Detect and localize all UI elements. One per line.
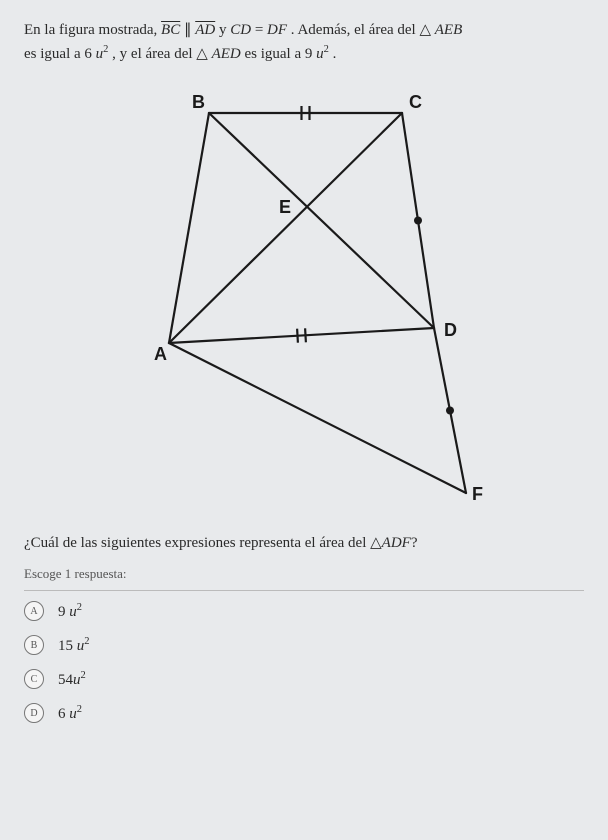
- divider: [24, 590, 584, 591]
- svg-text:D: D: [444, 320, 457, 340]
- unit-u: u: [316, 46, 324, 62]
- option-value: 9 u2: [58, 602, 82, 621]
- text: ?: [411, 535, 418, 551]
- option-value: 6 u2: [58, 704, 82, 723]
- text: es igual a: [244, 46, 304, 62]
- svg-text:F: F: [472, 484, 483, 504]
- geometry-figure: A B C D E F: [24, 78, 584, 513]
- problem-statement: En la figura mostrada, BC ∥ AD y CD = DF…: [24, 18, 584, 66]
- text: .: [333, 46, 337, 62]
- segment-ad: AD: [195, 22, 215, 38]
- text: , y el área del △: [112, 46, 208, 62]
- question-text: ¿Cuál de las siguientes expresiones repr…: [24, 533, 584, 552]
- segment-bc: BC: [161, 22, 180, 38]
- svg-text:E: E: [279, 197, 291, 217]
- exponent: 2: [324, 44, 329, 55]
- parallel-symbol: ∥: [184, 22, 195, 38]
- svg-text:C: C: [409, 92, 422, 112]
- option-d[interactable]: D 6 u2: [24, 703, 584, 723]
- option-value: 15 u2: [58, 636, 90, 655]
- triangle-aeb: AEB: [435, 22, 463, 38]
- value-1: 6: [84, 46, 95, 62]
- svg-text:B: B: [192, 92, 205, 112]
- figure-svg: A B C D E F: [114, 78, 494, 508]
- instruction-text: Escoge 1 respuesta:: [24, 566, 584, 582]
- text: . Además, el área del △: [291, 22, 431, 38]
- options-list: A 9 u2 B 15 u2 C 54u2 D 6 u2: [24, 601, 584, 723]
- segment-df: DF: [267, 22, 287, 38]
- equals: =: [255, 22, 267, 38]
- text: ¿Cuál de las siguientes expresiones repr…: [24, 535, 382, 551]
- text: En la figura mostrada,: [24, 22, 161, 38]
- option-value: 54u2: [58, 670, 86, 689]
- svg-text:A: A: [154, 344, 167, 364]
- segment-cd: CD: [230, 22, 251, 38]
- option-b[interactable]: B 15 u2: [24, 635, 584, 655]
- value-2: 9: [305, 46, 316, 62]
- triangle-adf: ADF: [382, 535, 411, 551]
- text: y: [219, 22, 230, 38]
- option-letter-circle: B: [24, 635, 44, 655]
- option-letter-circle: D: [24, 703, 44, 723]
- option-a[interactable]: A 9 u2: [24, 601, 584, 621]
- option-letter-circle: C: [24, 669, 44, 689]
- option-c[interactable]: C 54u2: [24, 669, 584, 689]
- option-letter-circle: A: [24, 601, 44, 621]
- text: es igual a: [24, 46, 84, 62]
- triangle-aed: AED: [212, 46, 241, 62]
- exponent: 2: [103, 44, 108, 55]
